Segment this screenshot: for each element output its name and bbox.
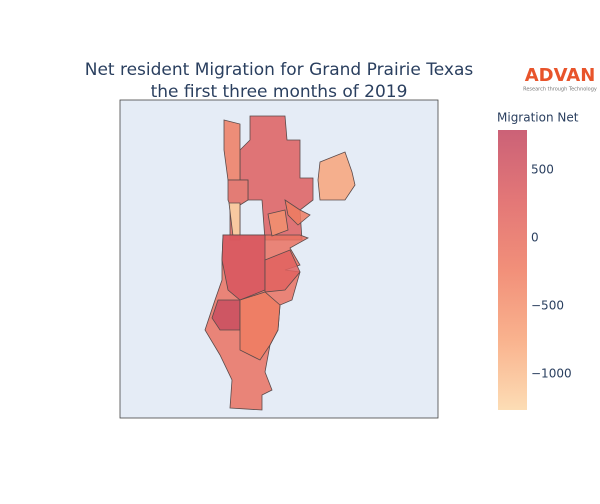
region [211, 299, 241, 331]
region [221, 234, 266, 301]
title-line-1: Net resident Migration for Grand Prairie… [85, 60, 474, 80]
region [284, 199, 311, 226]
colorbar-tick-label: −500 [531, 299, 564, 313]
colorbar-title: Migration Net [497, 111, 579, 125]
region [239, 291, 281, 361]
logo: ADVAN [525, 65, 596, 86]
colorbar-tick-label: 0 [531, 231, 539, 245]
title-line-2: the first three months of 2019 [151, 82, 408, 102]
region [223, 119, 241, 181]
logo-tagline: Research through Technology [523, 87, 597, 93]
map-regions [204, 115, 356, 411]
region [264, 249, 301, 293]
region [317, 151, 356, 201]
colorbar-tick-label: −1000 [531, 366, 572, 380]
colorbar-tick-label: 500 [531, 163, 554, 177]
colorbar [498, 130, 527, 410]
region [267, 209, 289, 237]
